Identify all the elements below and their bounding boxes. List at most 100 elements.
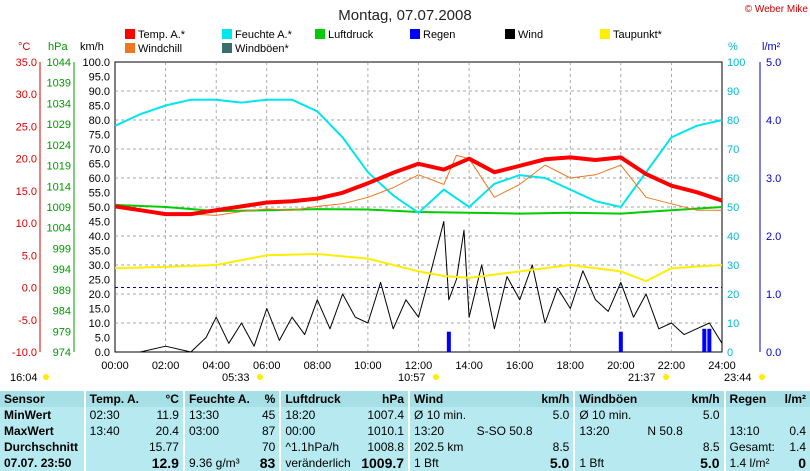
series-group xyxy=(114,98,723,353)
legend-label: Temp. A.* xyxy=(138,29,186,41)
cell: 1008.8 xyxy=(367,440,405,454)
cell: 13:20 xyxy=(573,423,643,439)
wind-tick: 50.0 xyxy=(89,202,110,214)
hdr-pressure-unit: hPa xyxy=(356,391,410,407)
legend-swatch xyxy=(315,29,325,39)
humidity-tick: 0 xyxy=(727,347,733,359)
legend-swatch xyxy=(600,29,610,39)
wind-axis-label: km/h xyxy=(80,41,104,53)
legend-swatch xyxy=(125,29,135,39)
cell: 70 xyxy=(261,440,276,454)
wind-tick: 45.0 xyxy=(89,217,110,229)
pressure-tick: 999 xyxy=(53,243,71,255)
cell xyxy=(182,439,256,455)
pressure-tick: 974 xyxy=(53,347,71,359)
legend-swatch xyxy=(410,29,420,39)
event-time: 23:44 xyxy=(724,372,752,384)
cell: 87 xyxy=(261,424,276,438)
humidity-tick: 20 xyxy=(727,289,739,301)
cell xyxy=(471,439,536,455)
hdr-humidity-unit: % xyxy=(255,391,281,407)
wind-line xyxy=(115,221,723,353)
cell xyxy=(471,407,536,423)
event-time: 21:37 xyxy=(628,372,656,384)
temp-tick: -10.0 xyxy=(12,347,37,359)
cell: 15.77 xyxy=(148,440,179,454)
legend-swatch xyxy=(125,43,135,53)
temp-tick: 0.0 xyxy=(22,283,37,295)
humidity-tick: 30 xyxy=(727,260,739,272)
cell: Gesamt: xyxy=(723,439,780,455)
pressure-tick: 1019 xyxy=(47,161,71,173)
wind-tick: 15.0 xyxy=(89,304,110,316)
pressure-tick: 994 xyxy=(53,264,71,276)
row-current-label: 07.07. 23:50 xyxy=(4,456,72,470)
hdr-temp-unit: °C xyxy=(144,391,184,407)
dewpoint-line xyxy=(114,253,723,283)
temp-tick: 20.0 xyxy=(16,154,37,166)
wind-tick: 25.0 xyxy=(89,275,110,287)
copyright-text: © Weber Mike xyxy=(745,4,809,15)
wind-tick: 10.0 xyxy=(89,318,110,330)
pressure-tick: 1004 xyxy=(47,223,71,235)
cell xyxy=(643,407,687,423)
sun-icon xyxy=(433,374,439,380)
cell: 1 Bft xyxy=(573,455,643,471)
cell: 1 Bft xyxy=(408,455,472,471)
cell: ^1.1hPa/h xyxy=(279,439,357,455)
hdr-temp: Temp. A. xyxy=(83,391,145,407)
cell xyxy=(643,455,687,471)
time-axis: 00:00 02:00 04:00 06:00 08:00 10:00 12:00 14:00… xyxy=(101,360,736,372)
legend-label: Windchill xyxy=(138,43,182,55)
legend-label: Windböen* xyxy=(235,43,290,55)
wind-tick: 70.0 xyxy=(89,144,110,156)
cell: S-SO 50.8 xyxy=(476,424,533,438)
cell: 45 xyxy=(261,408,276,422)
time-tick: 20:00 xyxy=(607,360,635,372)
cell: 13:40 xyxy=(83,423,145,439)
hdr-humidity: Feuchte A. xyxy=(182,391,256,407)
cell: 9.36 g/m³ xyxy=(182,455,256,471)
cell xyxy=(643,439,687,455)
hdr-sensor: Sensor xyxy=(0,391,85,407)
cell: 13:30 xyxy=(182,407,256,423)
legend-label: Taupunkt* xyxy=(613,29,663,41)
event-time: 05:33 xyxy=(222,372,250,384)
sun-icon xyxy=(663,374,669,380)
temp-tick: 5.0 xyxy=(22,250,37,262)
cell: 0 xyxy=(798,455,806,471)
cell: 02:30 xyxy=(83,407,145,423)
temp-tick: -5.0 xyxy=(18,315,37,327)
row-avg-label: Durchschnitt xyxy=(4,440,79,454)
cell: 202.5 km xyxy=(408,439,472,455)
time-tick: 06:00 xyxy=(253,360,281,372)
pressure-tick: 1029 xyxy=(47,119,71,131)
pressure-tick: 1034 xyxy=(47,98,71,110)
rain-bar xyxy=(707,328,712,352)
cell: 1009.7 xyxy=(361,455,405,471)
row-min-label: MinWert xyxy=(4,408,52,422)
cell: 83 xyxy=(259,455,276,471)
cell: 18:20 xyxy=(279,407,357,423)
time-tick: 02:00 xyxy=(152,360,180,372)
sun-icon xyxy=(257,374,263,380)
humidity-tick: 100 xyxy=(727,57,745,69)
cell: 1007.4 xyxy=(367,408,405,422)
time-tick: 04:00 xyxy=(202,360,230,372)
time-tick: 22:00 xyxy=(658,360,686,372)
hdr-wind-unit: km/h xyxy=(536,391,575,407)
wind-tick: 30.0 xyxy=(89,260,110,272)
temp-axis-label: °C xyxy=(18,41,30,53)
cell: 8.5 xyxy=(552,440,570,454)
hdr-wind: Wind xyxy=(408,391,472,407)
hdr-rain-unit: l/m² xyxy=(779,391,810,407)
sun-icon xyxy=(43,374,49,380)
time-tick: 16:00 xyxy=(506,360,534,372)
humidity-tick: 10 xyxy=(727,318,739,330)
legend-swatch xyxy=(505,29,515,39)
rain-tick: 1.0 xyxy=(766,289,781,301)
humidity-tick: 50 xyxy=(727,202,739,214)
cell: Ø 10 min. xyxy=(573,407,643,423)
weather-chart: Montag, 07.07.2008 © Weber Mike Temp. A.… xyxy=(10,4,809,384)
